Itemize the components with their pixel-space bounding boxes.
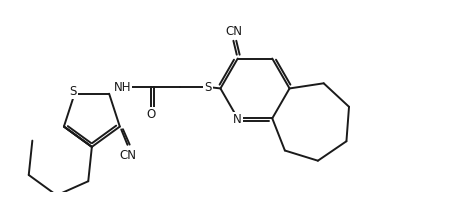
Text: N: N <box>233 113 242 126</box>
Text: S: S <box>204 81 212 94</box>
Text: S: S <box>69 85 77 98</box>
Text: O: O <box>147 108 156 121</box>
Text: CN: CN <box>226 25 243 38</box>
Text: NH: NH <box>114 81 131 94</box>
Text: CN: CN <box>120 149 136 162</box>
